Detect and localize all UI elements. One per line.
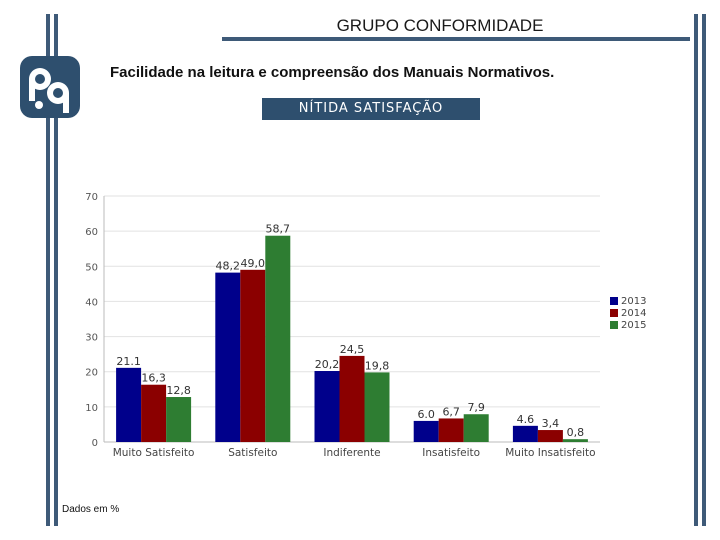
data-label-2015-muito-satisfeito: 12,8 <box>166 384 191 397</box>
bar-2015-muito-insatisfeito <box>562 439 588 442</box>
bar-2015-indiferente <box>364 372 390 442</box>
bar-2013-indiferente <box>314 371 340 442</box>
data-label-2013-muito-insatisfeito: 4.6 <box>517 413 535 426</box>
satisfaction-badge: NÍTIDA SATISFAÇÃO <box>262 98 480 120</box>
data-label-2013-satisfeito: 48,2 <box>216 260 241 273</box>
left-frame-bar-inner <box>54 14 58 526</box>
bar-2015-insatisfeito <box>463 414 489 442</box>
data-label-2013-muito-satisfeito: 21.1 <box>116 355 141 368</box>
legend-swatch-2015 <box>610 321 618 329</box>
data-label-2014-satisfeito: 49,0 <box>241 257 265 270</box>
bar-2014-muito-insatisfeito <box>537 430 563 442</box>
legend-swatch-2013 <box>610 297 618 305</box>
data-label-2015-muito-insatisfeito: 0,8 <box>567 426 585 439</box>
data-label-2013-indiferente: 20,2 <box>315 358 340 371</box>
data-label-2015-insatisfeito: 7,9 <box>467 401 485 414</box>
legend-label-2013: 2013 <box>621 296 646 307</box>
x-category-label-2: Indiferente <box>323 447 380 459</box>
bar-2013-insatisfeito <box>413 420 439 442</box>
bar-2015-muito-satisfeito <box>166 397 192 442</box>
bar-2014-insatisfeito <box>438 418 464 442</box>
bar-2013-muito-insatisfeito <box>512 425 538 442</box>
bar-chart: 0 10 20 30 40 50 60 70 21.116,312,8 Muito Satisfe… <box>85 192 646 459</box>
data-label-2014-muito-insatisfeito: 3,4 <box>542 417 560 430</box>
header-underline <box>222 37 690 41</box>
x-category-label-1: Satisfeito <box>228 447 277 459</box>
y-tick-label-40: 40 <box>85 297 98 308</box>
y-tick-label-0: 0 <box>92 438 98 449</box>
bar-2014-satisfeito <box>240 269 266 442</box>
data-label-2014-muito-satisfeito: 16,3 <box>141 372 166 385</box>
x-category-label-0: Muito Satisfeito <box>113 447 195 459</box>
company-logo <box>20 56 80 118</box>
page-title: GRUPO CONFORMIDADE <box>336 16 544 35</box>
data-label-2015-indiferente: 19,8 <box>365 359 390 372</box>
bar-2015-satisfeito <box>265 235 291 442</box>
legend-label-2015: 2015 <box>621 320 646 331</box>
left-frame-bar-outer <box>46 14 50 526</box>
x-category-label-4: Muito Insatisfeito <box>505 447 595 459</box>
bar-2013-muito-satisfeito <box>116 367 142 442</box>
data-label-2014-insatisfeito: 6,7 <box>442 405 460 418</box>
legend-label-2014: 2014 <box>621 308 646 319</box>
bar-2013-satisfeito <box>215 272 241 442</box>
x-category-label-3: Insatisfeito <box>422 447 480 459</box>
y-tick-label-20: 20 <box>85 368 98 379</box>
data-label-2013-insatisfeito: 6.0 <box>417 408 435 421</box>
data-label-2015-satisfeito: 58,7 <box>266 223 291 236</box>
bar-2014-indiferente <box>339 355 365 442</box>
data-unit-note: Dados em % <box>62 504 120 515</box>
right-frame-bar-inner <box>702 14 706 526</box>
y-tick-label-50: 50 <box>85 262 98 273</box>
y-tick-label-30: 30 <box>85 333 98 344</box>
data-label-2014-indiferente: 24,5 <box>340 343 365 356</box>
y-tick-label-10: 10 <box>85 403 98 414</box>
legend-swatch-2014 <box>610 309 618 317</box>
bar-2014-muito-satisfeito <box>141 384 167 442</box>
y-tick-label-60: 60 <box>85 227 98 238</box>
y-tick-label-70: 70 <box>85 192 98 203</box>
page-subtitle: Facilidade na leitura e compreensão dos … <box>110 64 555 81</box>
right-frame-bar-outer <box>694 14 698 526</box>
